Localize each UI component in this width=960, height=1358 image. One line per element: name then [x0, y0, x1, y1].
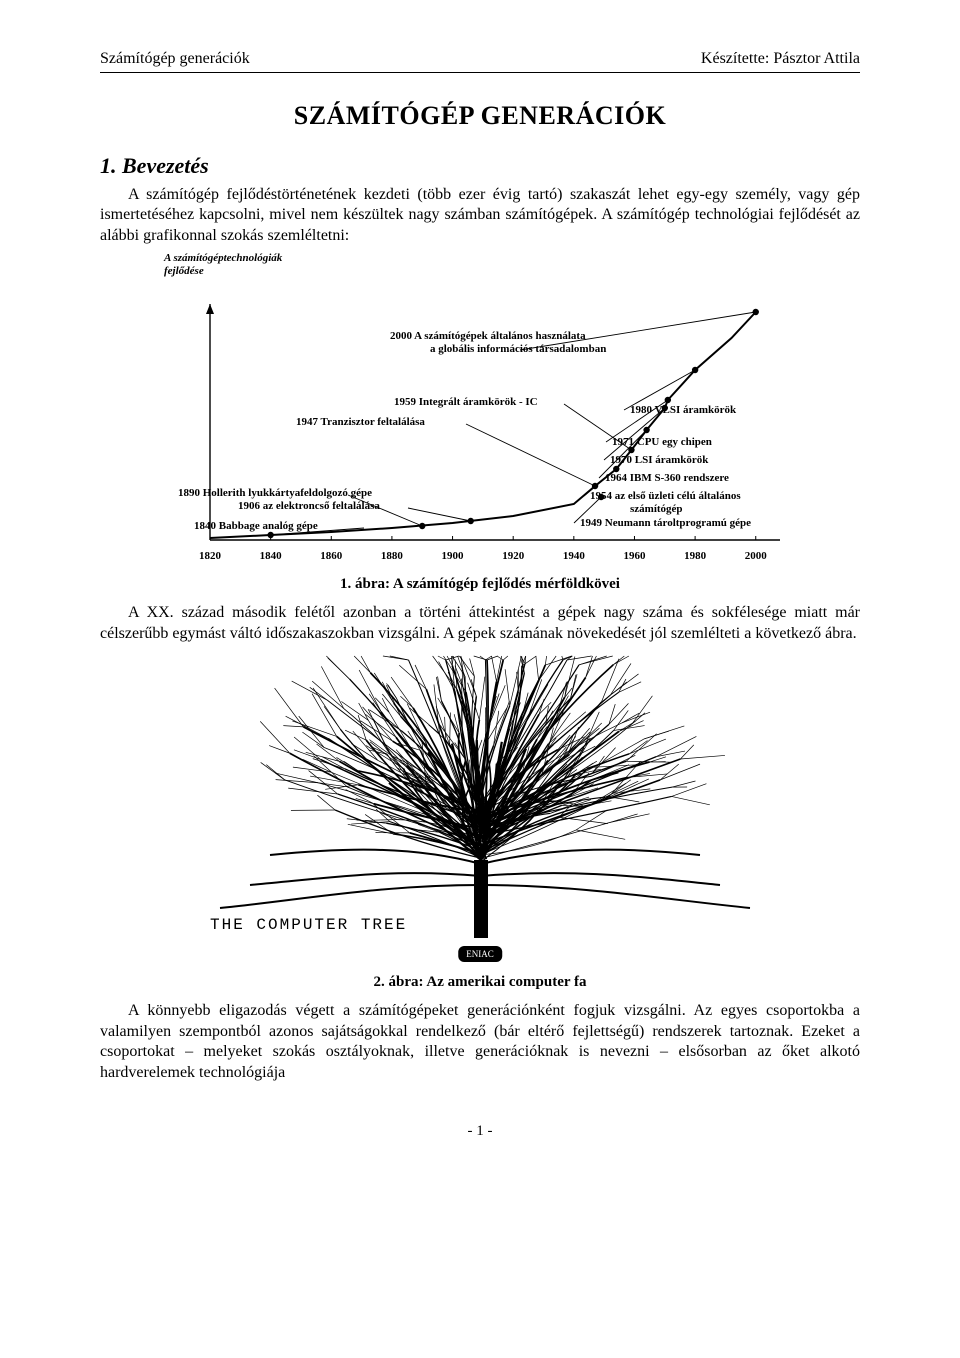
- chart-annotation: 2000 A számítógépek általános használata…: [390, 330, 606, 354]
- x-tick: 1960: [623, 550, 645, 562]
- document-page: Számítógép generációk Készítette: Pászto…: [0, 0, 960, 1180]
- x-tick: 1820: [199, 550, 221, 562]
- document-title: SZÁMÍTÓGÉP GENERÁCIÓK: [100, 101, 860, 131]
- chart-annotation: 1947 Tranzisztor feltalálása: [296, 416, 425, 428]
- chart-annotation: 1954 az első üzleti célú általánosszámít…: [590, 490, 741, 514]
- section-heading-1: 1. Bevezetés: [100, 153, 860, 179]
- x-tick: 1980: [684, 550, 706, 562]
- intro-paragraph-3: A könnyebb eligazodás végett a számítógé…: [100, 1001, 860, 1083]
- x-tick: 1940: [563, 550, 585, 562]
- figure-2: THE COMPUTER TREE ENIAC: [100, 650, 860, 940]
- x-tick: 2000: [745, 550, 767, 562]
- header-right: Készítette: Pásztor Attila: [701, 50, 860, 68]
- chart-annotation: 1971 CPU egy chipen: [612, 436, 712, 448]
- chart-annotation: 1890 Hollerith lyukkártyafeldolgozó gépe: [178, 487, 372, 499]
- page-number: - 1 -: [100, 1123, 860, 1140]
- tree-svg: [180, 650, 780, 940]
- figure-1-caption: 1. ábra: A számítógép fejlődés mérföldkö…: [100, 576, 860, 593]
- intro-paragraph-2: A XX. század második felétől azonban a t…: [100, 603, 860, 644]
- header-left: Számítógép generációk: [100, 50, 250, 68]
- figure-2-caption: 2. ábra: Az amerikai computer fa: [100, 974, 860, 991]
- chart-annotation: 1980 VLSI áramkörök: [630, 404, 736, 416]
- x-tick: 1920: [502, 550, 524, 562]
- computer-tree: THE COMPUTER TREE ENIAC: [180, 650, 780, 940]
- x-axis-ticks: 1820 1840 1860 1880 1900 1920 1940 1960 1980 2000: [160, 548, 800, 562]
- chart-annotation: 1970 LSI áramkörök: [610, 454, 708, 466]
- chart-annotation: 1949 Neumann tároltprogramú gépe: [580, 517, 751, 529]
- x-tick: 1900: [442, 550, 464, 562]
- chart-annotation: 1959 Integrált áramkörök - IC: [394, 396, 538, 408]
- header-rule: [100, 72, 860, 73]
- x-tick: 1860: [320, 550, 342, 562]
- chart-annotation: 1906 az elektroncső feltalálása: [238, 500, 380, 512]
- milestone-chart: A számítógéptechnológiák fejlődése 1840 …: [160, 252, 800, 562]
- x-tick: 1840: [260, 550, 282, 562]
- running-header: Számítógép generációk Készítette: Pászto…: [100, 50, 860, 68]
- chart-annotation: 1964 IBM S-360 rendszere: [605, 472, 729, 484]
- intro-paragraph-1: A számítógép fejlődéstörténetének kezdet…: [100, 185, 860, 246]
- eniac-badge: ENIAC: [458, 946, 502, 962]
- x-tick: 1880: [381, 550, 403, 562]
- figure-1: A számítógéptechnológiák fejlődése 1840 …: [100, 252, 860, 562]
- tree-label: THE COMPUTER TREE: [210, 916, 407, 934]
- chart-annotation: 1840 Babbage analóg gépe: [194, 520, 318, 532]
